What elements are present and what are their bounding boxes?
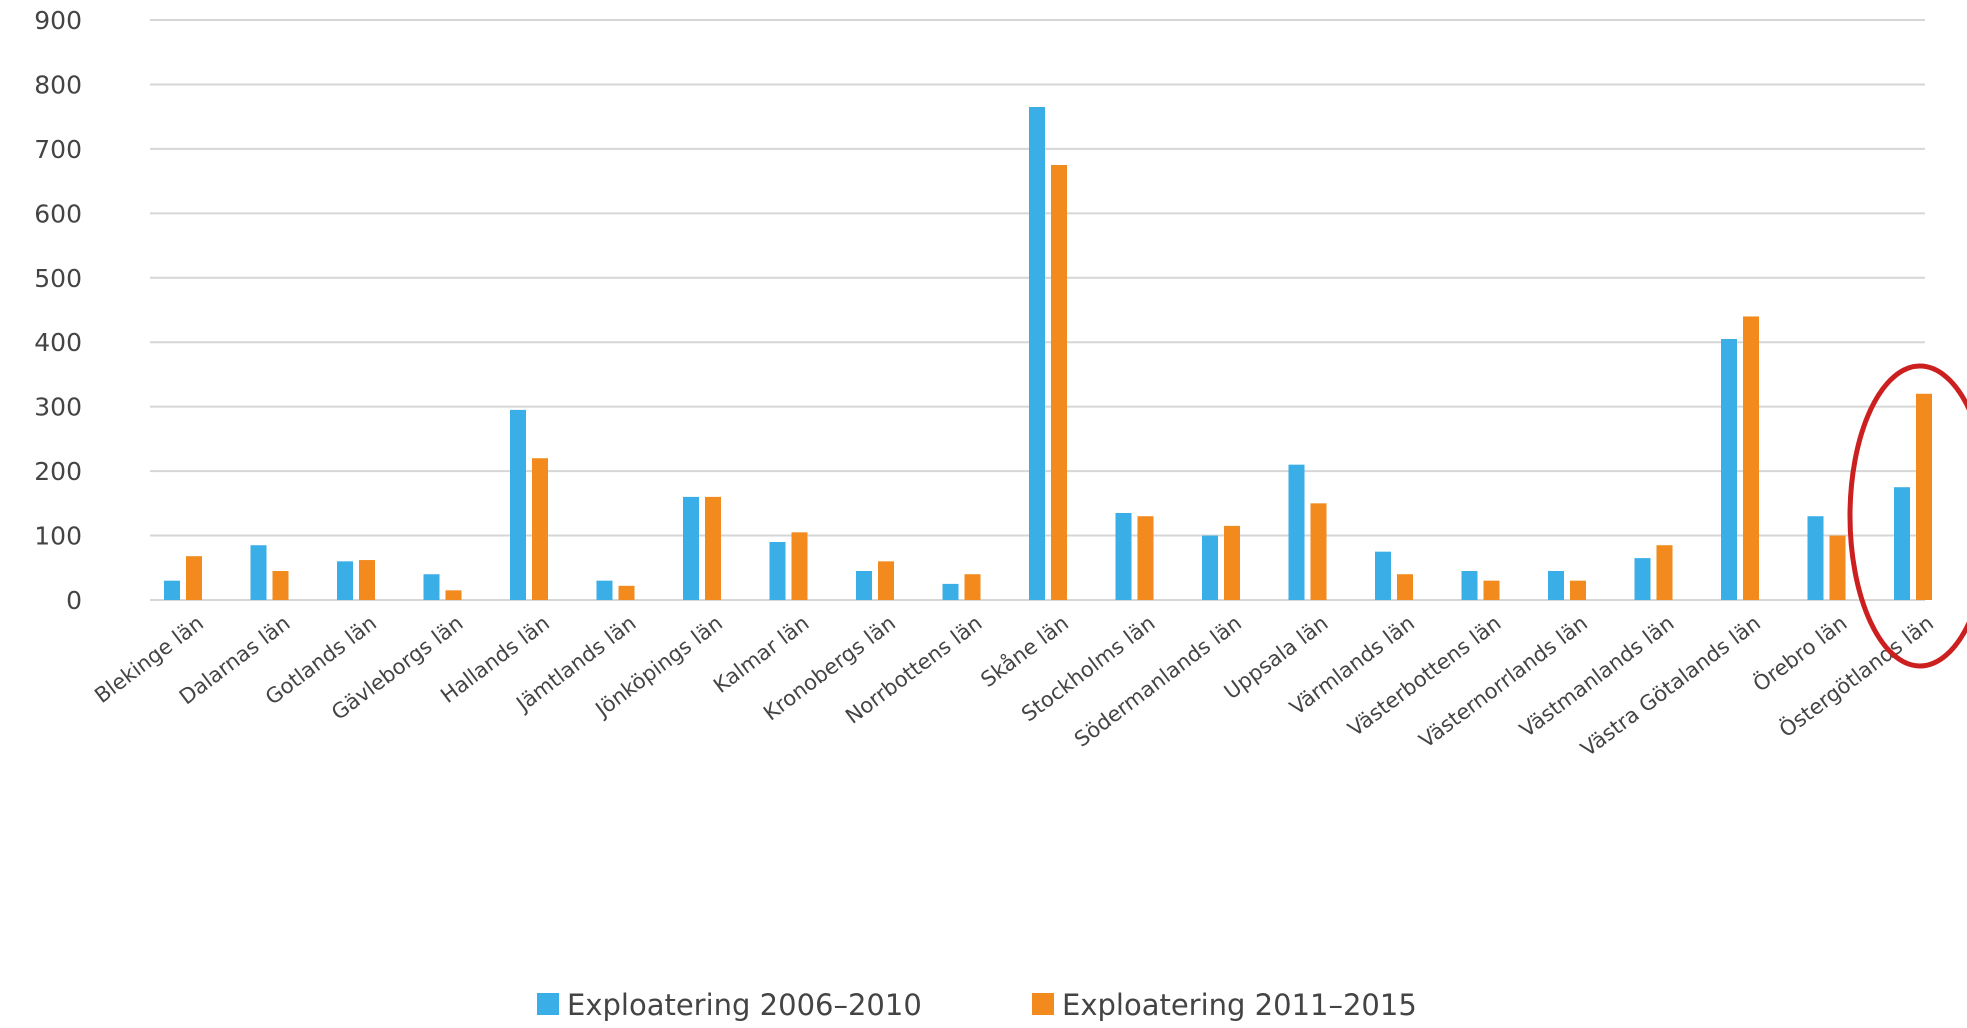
bar-2011-2015	[272, 571, 289, 600]
bar-2006-2010	[337, 561, 353, 600]
bar-2011-2015	[1051, 165, 1067, 600]
bar-2006-2010	[769, 542, 786, 600]
highlight-annotation	[1847, 363, 1967, 669]
y-tick-label: 300	[34, 393, 82, 422]
bar-2011-2015	[1656, 545, 1673, 600]
bar-2011-2015	[964, 574, 981, 600]
x-category-label: Västmanlands län	[1515, 611, 1678, 742]
bar-2011-2015	[186, 556, 202, 600]
bar-2011-2015	[1397, 574, 1413, 600]
y-tick-label: 200	[34, 457, 82, 486]
y-tick-label: 100	[34, 522, 82, 551]
bar-2006-2010	[596, 580, 613, 600]
y-axis-ticks: 0 100 200 300 400 500 600 700 800 900	[34, 6, 82, 615]
bar-2006-2010	[1029, 107, 1045, 600]
bar-2011-2015	[1743, 316, 1759, 600]
bar-2006-2010	[1894, 487, 1910, 600]
bar-2011-2015	[618, 585, 635, 600]
x-category-label: Västerbottens län	[1343, 611, 1505, 741]
bar-2011-2015	[878, 561, 894, 600]
y-tick-label: 500	[34, 264, 82, 293]
bar-2011-2015	[1916, 393, 1932, 600]
bar-2006-2010	[1807, 516, 1824, 600]
y-tick-label: 700	[34, 135, 82, 164]
bar-2006-2010	[1288, 464, 1305, 600]
bar-2006-2010	[683, 496, 699, 600]
bar-2011-2015	[359, 560, 375, 600]
y-tick-label: 400	[34, 328, 82, 357]
legend-swatch-2006-2010	[537, 993, 559, 1015]
x-category-label: Västernorrlands län	[1415, 611, 1592, 753]
legend-label-2011-2015: Exploatering 2011–2015	[1062, 988, 1417, 1022]
x-category-label: Södermanlands län	[1070, 611, 1246, 752]
y-tick-label: 900	[34, 6, 82, 35]
bar-2011-2015	[532, 458, 548, 600]
bar-2006-2010	[1375, 551, 1391, 600]
bar-2006-2010	[1721, 339, 1737, 600]
bar-2011-2015	[1829, 535, 1846, 600]
bar-2006-2010	[1115, 513, 1132, 600]
bar-2011-2015	[1570, 580, 1586, 600]
legend-label-2006-2010: Exploatering 2006–2010	[567, 988, 922, 1022]
bar-2011-2015	[445, 590, 462, 600]
bar-2006-2010	[1548, 571, 1564, 600]
bar-2006-2010	[1461, 571, 1478, 600]
bar-2011-2015	[1224, 525, 1240, 600]
bar-2011-2015	[705, 496, 721, 600]
bar-2011-2015	[1137, 516, 1154, 600]
bar-2006-2010	[510, 409, 526, 600]
bar-2011-2015	[791, 532, 808, 600]
bar-2006-2010	[942, 583, 959, 600]
bar-2006-2010	[1202, 535, 1218, 600]
legend: Exploatering 2006–2010 Exploatering 2011–…	[537, 988, 1417, 1022]
y-tick-label: 800	[34, 70, 82, 99]
y-tick-label: 0	[66, 586, 82, 615]
bar-2006-2010	[250, 545, 267, 600]
bar-2006-2010	[856, 571, 872, 600]
bars	[164, 107, 1932, 600]
bar-2011-2015	[1310, 503, 1327, 600]
bar-2006-2010	[423, 574, 440, 600]
highlight-ellipse	[1847, 363, 1967, 669]
y-tick-label: 600	[34, 199, 82, 228]
legend-swatch-2011-2015	[1032, 993, 1054, 1015]
bar-2011-2015	[1483, 580, 1500, 600]
x-category-label: Östergötlands län	[1774, 610, 1938, 742]
bar-2006-2010	[1634, 558, 1651, 600]
bar-2006-2010	[164, 580, 180, 600]
